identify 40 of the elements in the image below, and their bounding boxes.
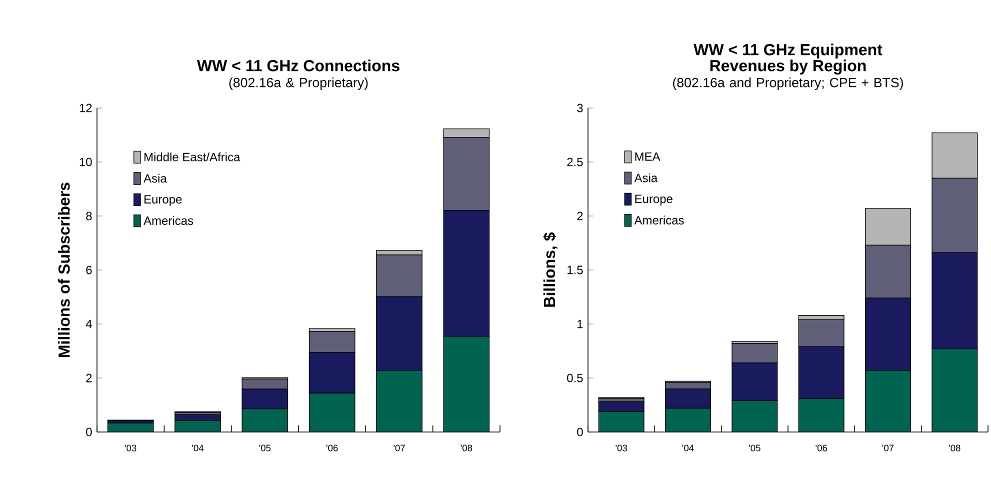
legend-label: Europe [144, 195, 182, 206]
legend-label: Asia [634, 173, 658, 182]
chart-subtitle: (802.16a and Proprietary; CPE + BTS) [673, 78, 903, 90]
x-tick-label: '06 [326, 444, 338, 452]
legend-label: Middle East/Africa [144, 152, 240, 162]
y-tick-label: 0 [86, 428, 92, 436]
chart-subtitle: (802.16a & Proprietary) [229, 78, 368, 90]
y-axis-title: Millions of Subscribers [58, 182, 70, 357]
y-tick-label: 8 [86, 212, 92, 220]
y-tick-label: 2 [577, 212, 583, 220]
y-tick-label: 0.5 [567, 374, 583, 382]
y-tick-label: 6 [86, 266, 92, 274]
legend-label: MEA [635, 152, 660, 161]
x-tick-label: '03 [124, 444, 136, 452]
x-tick-label: '08 [949, 444, 960, 452]
y-tick-label: 2 [86, 374, 92, 382]
y-axis-title: Billions, $ [543, 232, 558, 307]
y-tick-label: 2.5 [567, 158, 583, 166]
x-tick-label: '07 [394, 444, 405, 452]
y-tick-label: 0 [577, 428, 583, 436]
legend-label: Asia [144, 174, 167, 183]
legend-label: Americas [634, 216, 684, 224]
x-tick-label: '07 [882, 444, 894, 452]
y-tick-label: 4 [86, 320, 92, 328]
legend-label: Americas [144, 216, 194, 225]
x-tick-label: '04 [682, 444, 694, 452]
x-tick-label: '05 [259, 444, 271, 452]
chart-title: WW < 11 GHz Equipment Revenues by Region [694, 44, 882, 75]
y-tick-label: 10 [80, 158, 92, 166]
x-tick-label: '03 [616, 444, 627, 452]
x-tick-label: '08 [460, 444, 472, 452]
y-tick-label: 3 [577, 104, 583, 112]
y-tick-label: 1 [578, 320, 583, 328]
y-tick-label: 12 [80, 104, 92, 112]
x-tick-label: '04 [192, 444, 204, 452]
x-tick-label: '05 [749, 444, 760, 452]
legend-label: Europe [635, 194, 672, 206]
chart-title: WW < 11 GHz Connections [196, 60, 400, 72]
y-tick-label: 1.5 [568, 266, 583, 274]
x-tick-label: '06 [816, 444, 828, 452]
